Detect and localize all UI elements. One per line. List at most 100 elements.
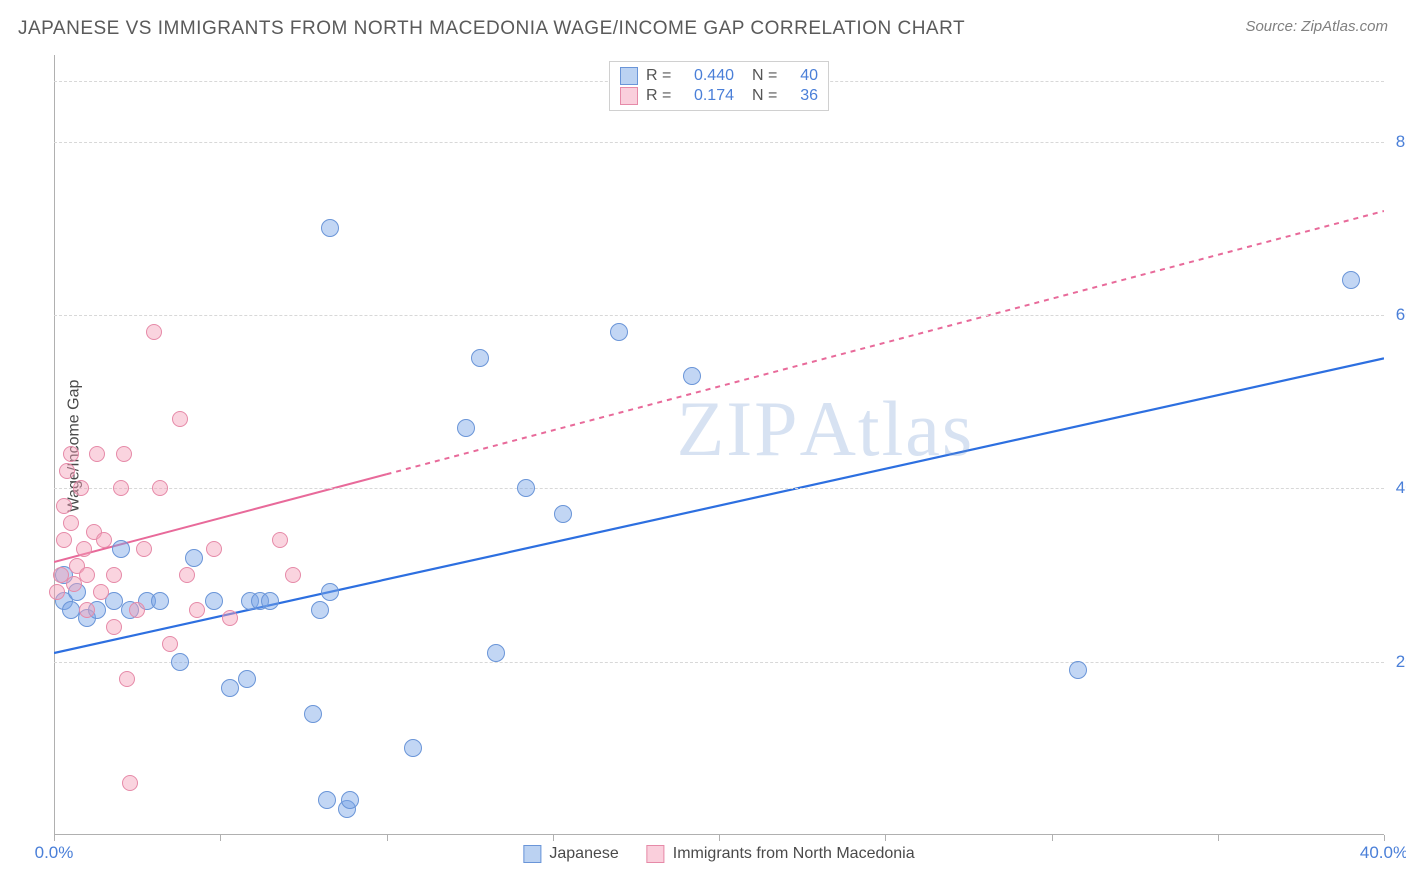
x-tick-mark (1384, 835, 1385, 841)
data-point-macedonia (73, 480, 89, 496)
legend-swatch (647, 845, 665, 863)
chart-title: JAPANESE VS IMMIGRANTS FROM NORTH MACEDO… (18, 18, 965, 40)
stats-legend: R = 0.440 N = 40 R = 0.174 N = 36 (609, 61, 829, 111)
x-tick-mark (885, 835, 886, 841)
data-point-japanese (517, 479, 535, 497)
data-point-japanese (683, 367, 701, 385)
stats-legend-row: R = 0.440 N = 40 (620, 66, 818, 86)
data-point-macedonia (206, 541, 222, 557)
x-tick-mark (220, 835, 221, 841)
data-point-macedonia (222, 610, 238, 626)
gridline-h (54, 662, 1384, 663)
data-point-macedonia (56, 532, 72, 548)
stat-n-value: 40 (788, 67, 818, 85)
data-point-macedonia (59, 463, 75, 479)
data-point-macedonia (89, 446, 105, 462)
data-point-macedonia (179, 567, 195, 583)
data-point-japanese (404, 739, 422, 757)
data-point-macedonia (116, 446, 132, 462)
y-tick-label: 20.0% (1389, 652, 1406, 672)
gridline-h (54, 488, 1384, 489)
data-point-japanese (311, 601, 329, 619)
data-point-japanese (1342, 271, 1360, 289)
data-point-japanese (185, 549, 203, 567)
data-point-macedonia (189, 602, 205, 618)
data-point-japanese (171, 653, 189, 671)
trend-lines-svg (54, 55, 1384, 835)
data-point-macedonia (113, 480, 129, 496)
legend-label: Japanese (549, 845, 618, 863)
y-tick-label: 60.0% (1389, 305, 1406, 325)
chart-header: JAPANESE VS IMMIGRANTS FROM NORTH MACEDO… (18, 18, 1388, 40)
data-point-japanese (151, 592, 169, 610)
legend-swatch (620, 67, 638, 85)
y-tick-label: 40.0% (1389, 478, 1406, 498)
data-point-japanese (321, 583, 339, 601)
stat-n-value: 36 (788, 87, 818, 105)
data-point-japanese (610, 323, 628, 341)
data-point-japanese (1069, 661, 1087, 679)
legend-swatch (620, 87, 638, 105)
stat-n-label: N = (752, 87, 780, 105)
data-point-macedonia (122, 775, 138, 791)
stat-r-label: R = (646, 67, 674, 85)
data-point-macedonia (136, 541, 152, 557)
data-point-macedonia (63, 446, 79, 462)
stat-r-label: R = (646, 87, 674, 105)
stats-legend-row: R = 0.174 N = 36 (620, 86, 818, 106)
data-point-japanese (341, 791, 359, 809)
data-point-macedonia (63, 515, 79, 531)
data-point-japanese (238, 670, 256, 688)
data-point-japanese (221, 679, 239, 697)
trend-line-macedonia-dashed (387, 211, 1385, 474)
data-point-macedonia (285, 567, 301, 583)
legend-item: Japanese (523, 845, 618, 863)
stat-r-value: 0.174 (682, 87, 734, 105)
stat-r-value: 0.440 (682, 67, 734, 85)
data-point-japanese (112, 540, 130, 558)
gridline-h (54, 142, 1384, 143)
data-point-macedonia (119, 671, 135, 687)
data-point-macedonia (76, 541, 92, 557)
gridline-h (54, 315, 1384, 316)
data-point-macedonia (152, 480, 168, 496)
legend-label: Immigrants from North Macedonia (673, 845, 915, 863)
watermark-atlas: Atlas (800, 385, 975, 472)
data-point-macedonia (49, 584, 65, 600)
x-tick-mark (1218, 835, 1219, 841)
data-point-japanese (554, 505, 572, 523)
data-point-japanese (62, 601, 80, 619)
data-point-japanese (261, 592, 279, 610)
watermark: ZIPAtlas (677, 384, 975, 474)
data-point-japanese (457, 419, 475, 437)
data-point-macedonia (162, 636, 178, 652)
x-tick-label: 40.0% (1360, 843, 1406, 863)
plot-area: ZIPAtlas R =0.440N =40R =0.174N =36 Japa… (54, 55, 1384, 835)
data-point-macedonia (56, 498, 72, 514)
data-point-japanese (487, 644, 505, 662)
data-point-macedonia (272, 532, 288, 548)
y-tick-label: 80.0% (1389, 132, 1406, 152)
data-point-japanese (318, 791, 336, 809)
data-point-japanese (471, 349, 489, 367)
legend-swatch (523, 845, 541, 863)
chart-source: Source: ZipAtlas.com (1245, 18, 1388, 35)
y-axis-line (54, 55, 55, 835)
data-point-macedonia (172, 411, 188, 427)
data-point-macedonia (106, 619, 122, 635)
data-point-japanese (205, 592, 223, 610)
x-tick-mark (387, 835, 388, 841)
data-point-macedonia (96, 532, 112, 548)
data-point-macedonia (106, 567, 122, 583)
data-point-macedonia (79, 602, 95, 618)
legend-item: Immigrants from North Macedonia (647, 845, 915, 863)
x-tick-mark (54, 835, 55, 841)
bottom-legend: Japanese Immigrants from North Macedonia (523, 845, 914, 863)
x-tick-mark (553, 835, 554, 841)
data-point-macedonia (93, 584, 109, 600)
data-point-macedonia (146, 324, 162, 340)
data-point-macedonia (129, 602, 145, 618)
data-point-japanese (321, 219, 339, 237)
stat-n-label: N = (752, 67, 780, 85)
watermark-zip: ZIP (677, 385, 800, 472)
